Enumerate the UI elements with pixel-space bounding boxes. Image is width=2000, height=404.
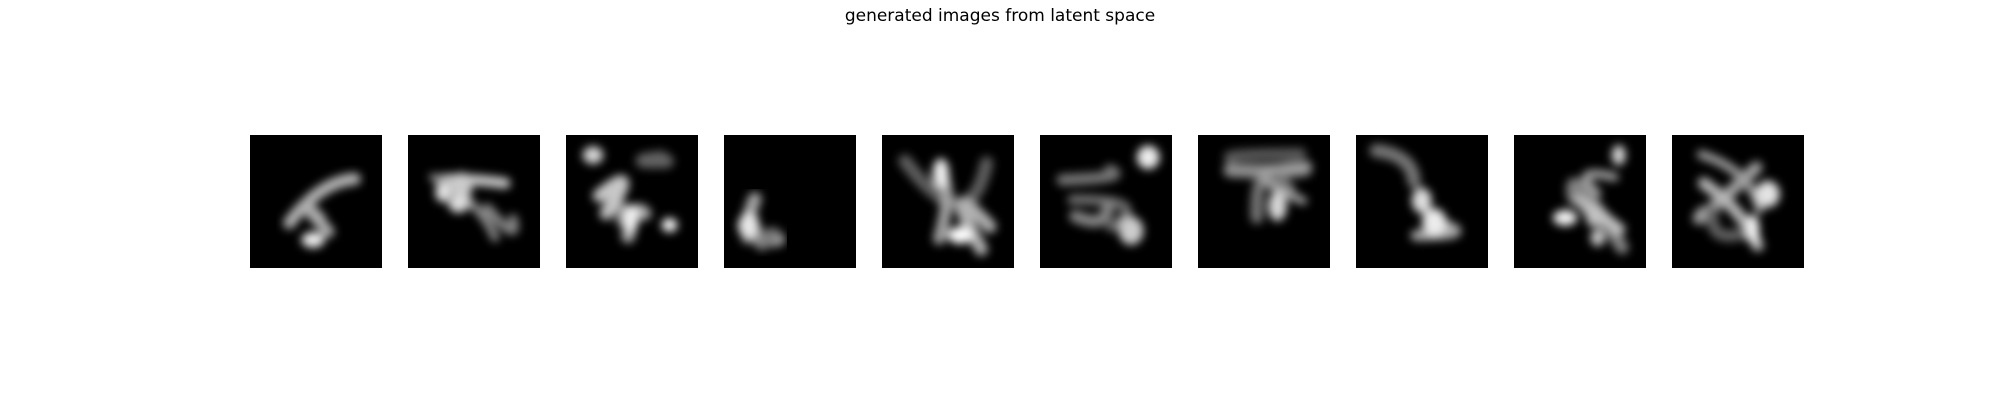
- image-background: [1672, 135, 1804, 268]
- bright-blob: [1745, 214, 1760, 244]
- stroke-blob: [635, 150, 674, 169]
- bright-blob: [1268, 191, 1287, 222]
- bright-blob: [1590, 228, 1605, 247]
- generated-image: [1514, 135, 1646, 268]
- image-content: [737, 192, 786, 252]
- image-content: [1223, 148, 1312, 224]
- bright-blob: [450, 172, 473, 202]
- generated-image: [250, 135, 382, 268]
- image-content: [283, 172, 361, 248]
- bright-blob: [582, 146, 604, 164]
- image-content: [582, 146, 678, 244]
- stroke-blob: [1259, 161, 1312, 205]
- bright-blob: [1552, 209, 1578, 226]
- stroke-blob: [1056, 164, 1121, 186]
- image-content: [1552, 144, 1629, 255]
- image-grid: [250, 135, 1804, 268]
- stroke-blob: [482, 203, 519, 236]
- bright-blob: [737, 213, 760, 239]
- stroke-blob: [1067, 194, 1132, 233]
- generated-image: [1198, 135, 1330, 268]
- image-background: [724, 135, 856, 268]
- bright-blob: [947, 226, 973, 244]
- stroke-blob: [429, 173, 500, 242]
- stroke-blob: [1581, 169, 1619, 198]
- bright-blob: [1136, 145, 1160, 170]
- stroke-blob: [1069, 200, 1115, 228]
- stroke-blob: [283, 172, 361, 230]
- stroke-blob: [299, 199, 335, 238]
- image-content: [1056, 145, 1160, 245]
- bright-blob: [623, 204, 639, 233]
- stroke-blob: [1706, 206, 1756, 242]
- bright-blob: [1411, 187, 1432, 214]
- bright-blob: [661, 217, 678, 233]
- bright-blob: [1611, 144, 1626, 166]
- stroke-blob: [592, 174, 630, 220]
- bright-blob: [1422, 208, 1447, 236]
- generated-image: [882, 135, 1014, 268]
- generated-image: [1040, 135, 1172, 268]
- image-content: [429, 172, 519, 242]
- stroke-blob: [1696, 150, 1764, 215]
- stroke-blob: [1410, 220, 1462, 241]
- generated-image: [1356, 135, 1488, 268]
- image-content: [898, 154, 997, 256]
- image-content: [1369, 143, 1462, 241]
- bright-blob: [1118, 216, 1144, 245]
- stroke-blob: [955, 197, 997, 256]
- stroke-blob: [1585, 204, 1624, 236]
- bright-blob: [932, 158, 950, 189]
- stroke-blob: [1223, 148, 1307, 164]
- bright-blob: [435, 182, 452, 203]
- figure-title: generated images from latent space: [845, 6, 1155, 26]
- stroke-blob: [741, 227, 781, 252]
- generated-image: [1672, 135, 1804, 268]
- image-content: [1692, 150, 1780, 252]
- bright-blob: [301, 231, 325, 248]
- generated-image: [724, 135, 856, 268]
- bright-blob: [448, 195, 469, 213]
- generated-image: [566, 135, 698, 268]
- generated-image: [408, 135, 540, 268]
- bright-blob: [1755, 180, 1780, 208]
- stroke-blob: [1369, 143, 1421, 189]
